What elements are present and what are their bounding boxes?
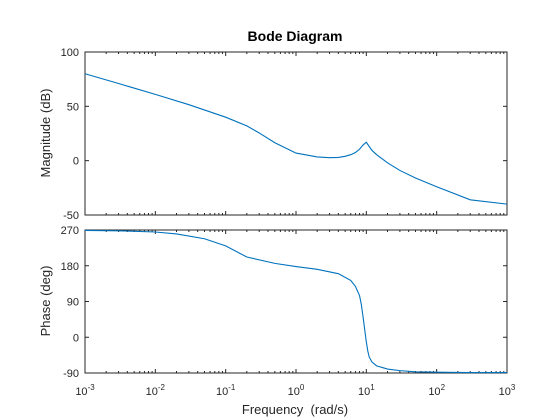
x-tick-label: 10-3 — [75, 383, 95, 398]
phase-plot-area — [84, 229, 508, 374]
x-tick-label: 102 — [428, 383, 445, 398]
magnitude-y-tick-label: 50 — [67, 101, 79, 113]
x-tick-labels: 10-3 10-2 10-1 100 101 102 103 — [75, 383, 516, 398]
magnitude-plot-area — [84, 51, 508, 216]
phase-y-tick-label: 270 — [61, 225, 79, 237]
magnitude-y-tick-label: 0 — [73, 156, 79, 168]
phase-x-tickmarks — [84, 230, 508, 373]
magnitude-series-line — [84, 73, 508, 205]
magnitude-x-tickmarks — [84, 52, 508, 215]
x-tick-label: 103 — [499, 383, 516, 398]
x-tick-label: 10-1 — [216, 383, 236, 398]
x-tick-label: 101 — [358, 383, 375, 398]
magnitude-y-tick-label: 100 — [61, 47, 79, 59]
phase-y-tick-label: -90 — [63, 368, 79, 380]
phase-y-tick-label: 180 — [61, 261, 79, 273]
phase-ylabel: Phase (deg) — [38, 266, 53, 337]
x-tick-label: 10-2 — [146, 383, 166, 398]
phase-y-tick-label: 90 — [67, 297, 79, 309]
x-tick-label: 100 — [288, 383, 305, 398]
magnitude-y-ticks: 100 50 0 -50 — [61, 47, 507, 222]
phase-y-tick-label: 0 — [73, 332, 79, 344]
phase-y-ticks: 270 180 90 0 -90 — [61, 225, 507, 380]
magnitude-panel: 100 50 0 -50 Magnitude (dB) — [38, 47, 508, 222]
phase-series-line — [84, 229, 507, 374]
magnitude-ylabel: Magnitude (dB) — [38, 89, 53, 178]
chart-title: Bode Diagram — [248, 28, 343, 44]
phase-panel: 270 180 90 0 -90 Phase (deg) — [38, 225, 508, 380]
magnitude-y-tick-label: -50 — [63, 210, 79, 222]
x-axis-label: Frequency (rad/s) — [242, 402, 348, 417]
